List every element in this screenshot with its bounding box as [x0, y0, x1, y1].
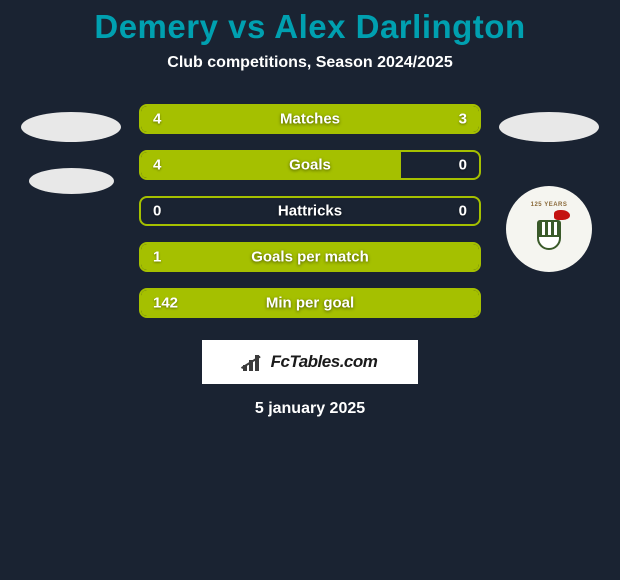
stat-value-left: 4: [153, 157, 161, 174]
stat-row: 0 Hattricks 0: [139, 196, 481, 226]
right-player-col: 125 YEARS: [499, 104, 599, 272]
stat-label: Matches: [280, 111, 340, 128]
crest-dragon-icon: [554, 210, 570, 220]
footer-date: 5 january 2025: [255, 400, 365, 418]
stat-value-left: 142: [153, 295, 178, 312]
crest-shield-icon: [537, 220, 561, 250]
stat-value-right: 3: [459, 111, 467, 128]
stat-value-left: 4: [153, 111, 161, 128]
comparison-widget: Demery vs Alex Darlington Club competiti…: [0, 0, 620, 418]
stat-value-left: 0: [153, 203, 161, 220]
stats-area: 4 Matches 3 4 Goals 0 0 Hattricks 0 1 Goals per ma…: [0, 104, 620, 318]
club-logo-placeholder: [29, 168, 114, 194]
source-badge-text: FcTables.com: [271, 352, 378, 372]
stat-label: Hattricks: [278, 203, 342, 220]
stat-label: Goals: [289, 157, 331, 174]
player-photo-placeholder: [21, 112, 121, 142]
stat-row: 1 Goals per match: [139, 242, 481, 272]
stat-row: 4 Goals 0: [139, 150, 481, 180]
club-crest: 125 YEARS: [506, 186, 592, 272]
stat-label: Goals per match: [251, 249, 369, 266]
source-badge[interactable]: FcTables.com: [202, 340, 418, 384]
bar-fill-right: [334, 106, 479, 132]
left-player-col: [21, 104, 121, 194]
stat-value-right: 0: [459, 203, 467, 220]
page-title: Demery vs Alex Darlington: [94, 8, 525, 46]
stat-row: 142 Min per goal: [139, 288, 481, 318]
player-photo-placeholder: [499, 112, 599, 142]
page-subtitle: Club competitions, Season 2024/2025: [167, 54, 452, 72]
stat-row: 4 Matches 3: [139, 104, 481, 134]
stat-bars: 4 Matches 3 4 Goals 0 0 Hattricks 0 1 Goals per ma…: [139, 104, 481, 318]
stat-value-left: 1: [153, 249, 161, 266]
crest-top-text: 125 YEARS: [524, 202, 574, 208]
stat-label: Min per goal: [266, 295, 354, 312]
chart-bars-icon: [243, 353, 265, 371]
bar-fill-left: [141, 152, 401, 178]
stat-value-right: 0: [459, 157, 467, 174]
